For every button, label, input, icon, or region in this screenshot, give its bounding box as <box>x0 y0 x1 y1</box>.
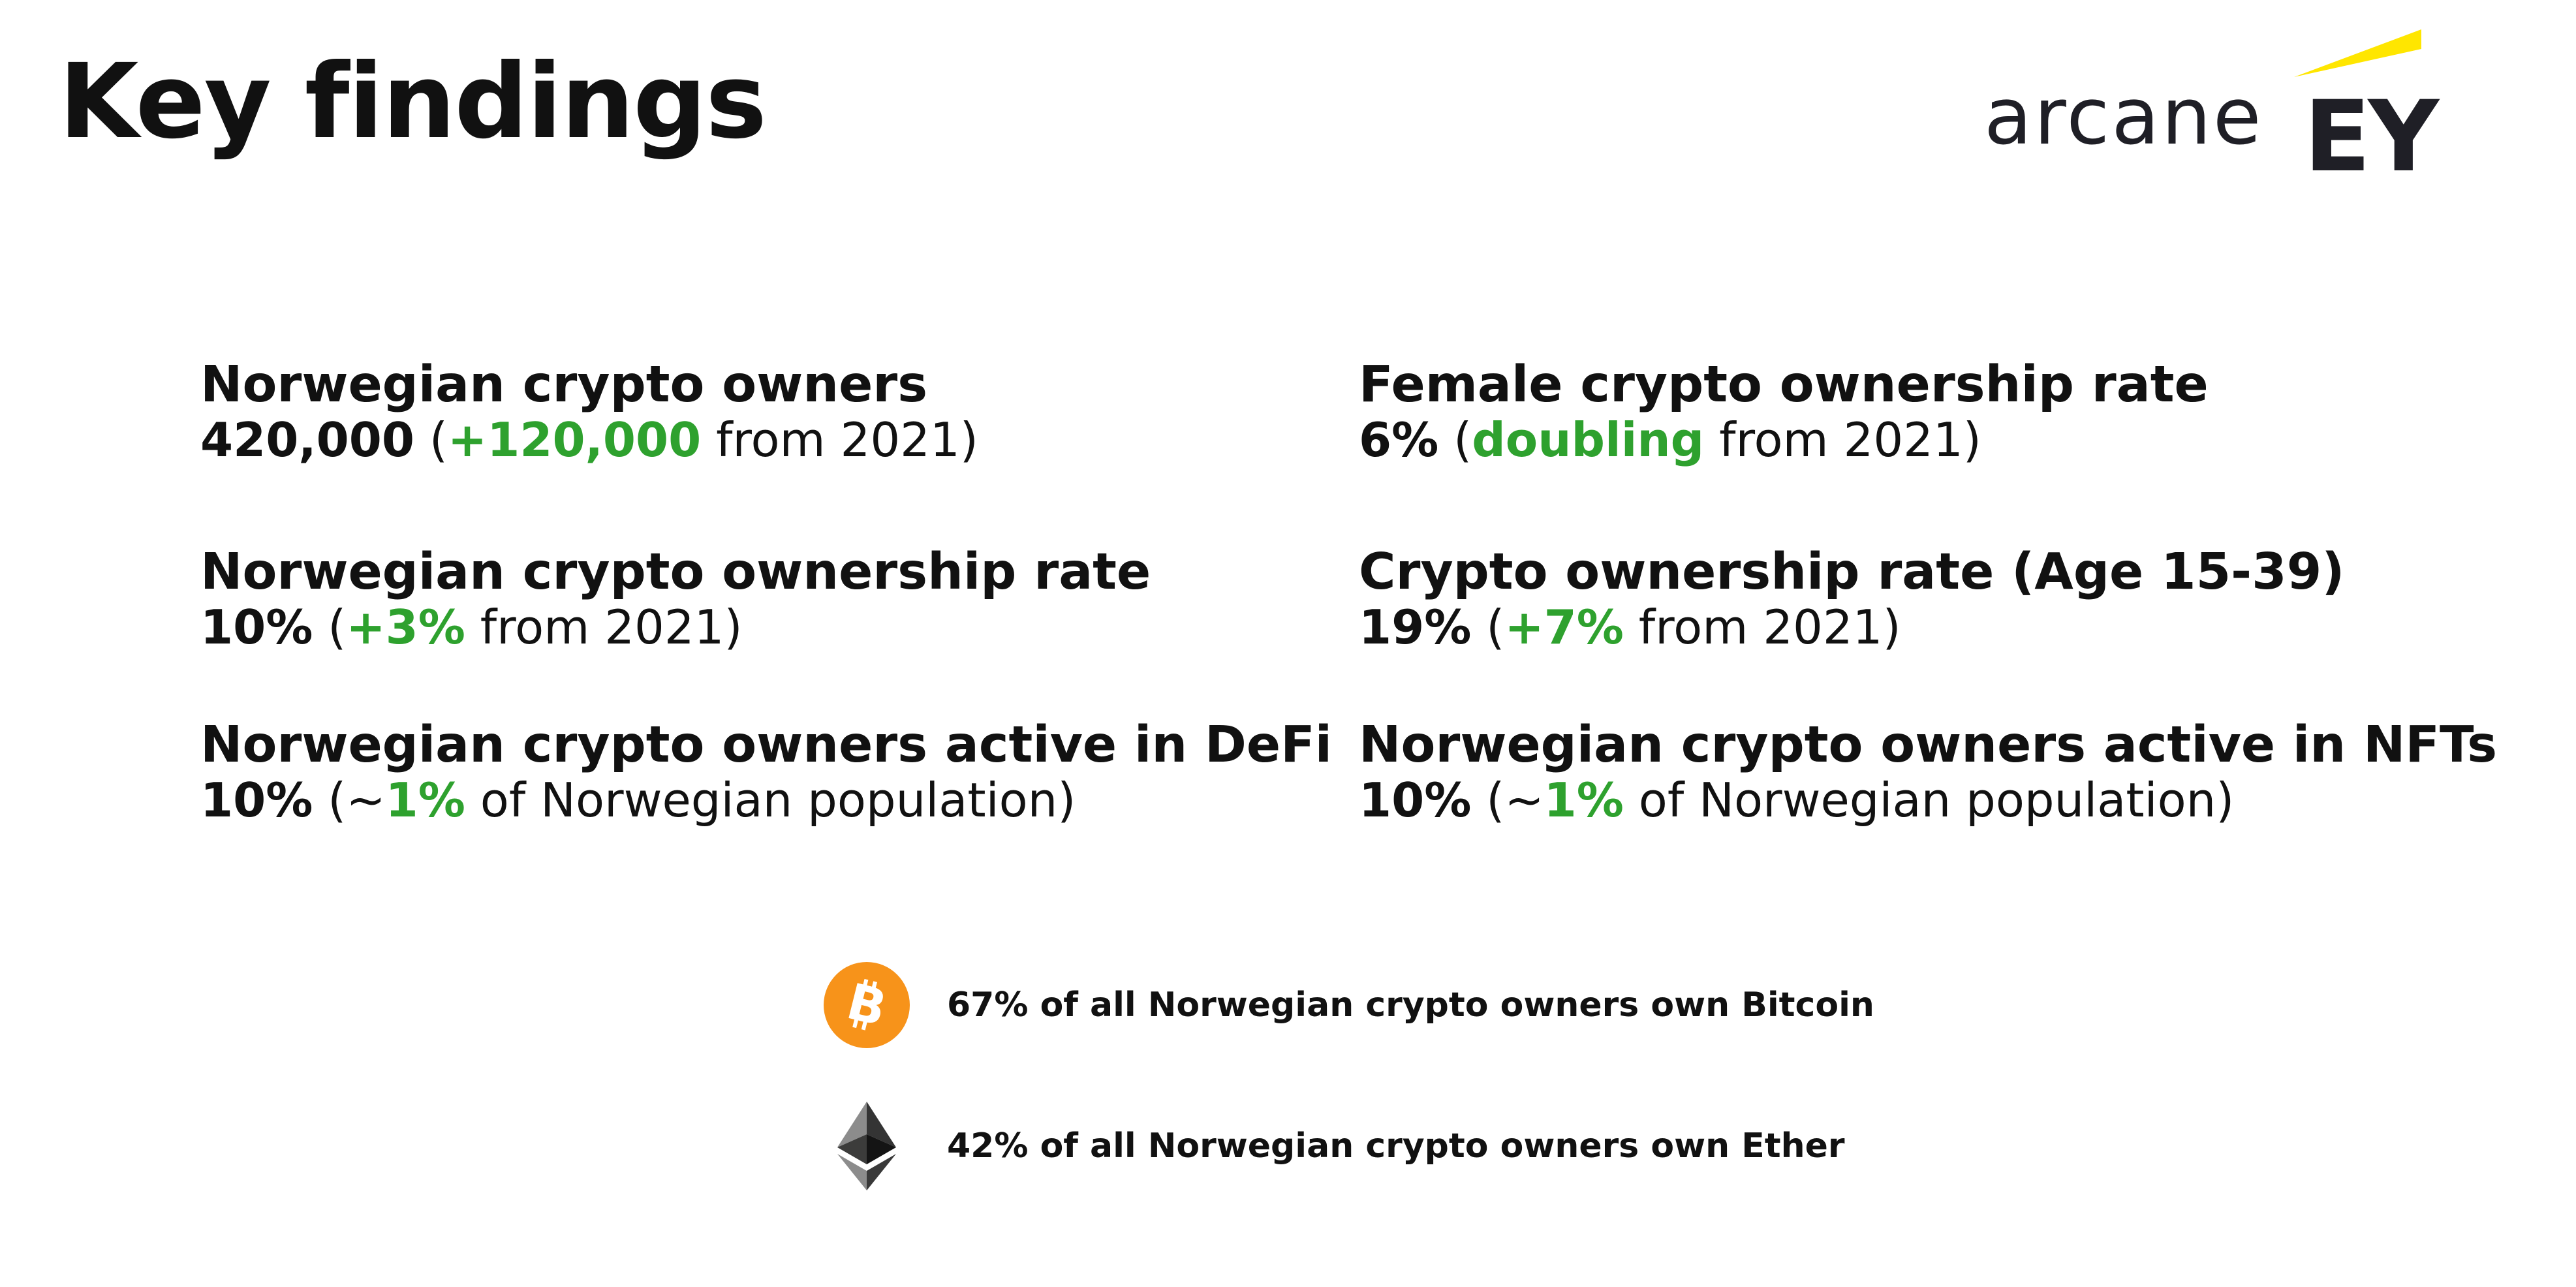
finding-crypto-owners: Norwegian crypto owners 420,000 (+120,00… <box>200 356 978 467</box>
finding-number: 10% <box>1359 772 1472 828</box>
finding-number: 10% <box>200 772 313 828</box>
finding-suffix: of Norwegian population) <box>1623 772 2235 828</box>
ey-logo: EY <box>2291 26 2454 186</box>
arcane-logo: arcane <box>1984 72 2263 163</box>
finding-open: (~ <box>313 772 386 828</box>
bitcoin-icon: B <box>822 961 911 1049</box>
finding-value: 10% (+3% from 2021) <box>200 600 1151 655</box>
finding-label: Norwegian crypto owners active in DeFi <box>200 716 1333 774</box>
finding-number: 10% <box>200 599 313 655</box>
finding-suffix: from 2021) <box>1623 599 1901 655</box>
finding-open: ( <box>414 412 448 467</box>
finding-label: Crypto ownership rate (Age 15-39) <box>1359 543 2345 601</box>
finding-open: (~ <box>1471 772 1544 828</box>
finding-number: 6% <box>1359 412 1439 467</box>
finding-highlight: +7% <box>1504 599 1624 655</box>
finding-ownership-rate: Norwegian crypto ownership rate 10% (+3%… <box>200 543 1151 655</box>
finding-female-rate: Female crypto ownership rate 6% (doublin… <box>1359 356 2209 467</box>
finding-highlight: +120,000 <box>447 412 702 467</box>
finding-value: 420,000 (+120,000 from 2021) <box>200 412 978 467</box>
ether-stat-text: 42% of all Norwegian crypto owners own E… <box>947 1126 1845 1166</box>
finding-number: 420,000 <box>200 412 414 467</box>
finding-number: 19% <box>1359 599 1472 655</box>
finding-open: ( <box>1438 412 1472 467</box>
finding-highlight: 1% <box>1544 772 1624 828</box>
finding-open: ( <box>313 599 347 655</box>
finding-open: ( <box>1471 599 1505 655</box>
finding-highlight: +3% <box>346 599 465 655</box>
finding-value: 10% (~1% of Norwegian population) <box>200 773 1332 828</box>
finding-suffix: of Norwegian population) <box>465 772 1076 828</box>
finding-suffix: from 2021) <box>701 412 978 467</box>
bitcoin-stat-text: 67% of all Norwegian crypto owners own B… <box>947 985 1874 1025</box>
finding-label: Norwegian crypto owners active in NFTs <box>1359 716 2498 774</box>
finding-value: 10% (~1% of Norwegian population) <box>1359 773 2497 828</box>
ey-accent-bar <box>2294 29 2421 77</box>
finding-nfts: Norwegian crypto owners active in NFTs 1… <box>1359 716 2498 828</box>
finding-value: 19% (+7% from 2021) <box>1359 600 2345 655</box>
finding-suffix: from 2021) <box>465 599 743 655</box>
finding-age-rate: Crypto ownership rate (Age 15-39) 19% (+… <box>1359 543 2345 655</box>
finding-value: 6% (doubling from 2021) <box>1359 412 2209 467</box>
ether-stat: 42% of all Norwegian crypto owners own E… <box>822 1102 1845 1190</box>
finding-suffix: from 2021) <box>1704 412 1981 467</box>
finding-highlight: doubling <box>1472 412 1705 467</box>
finding-highlight: 1% <box>385 772 465 828</box>
finding-label: Norwegian crypto owners <box>200 356 928 414</box>
finding-defi: Norwegian crypto owners active in DeFi 1… <box>200 716 1333 828</box>
ey-logo-text: EY <box>2304 80 2439 194</box>
finding-label: Female crypto ownership rate <box>1359 356 2209 414</box>
bitcoin-stat: B 67% of all Norwegian crypto owners own… <box>822 961 1874 1049</box>
finding-label: Norwegian crypto ownership rate <box>200 543 1151 601</box>
page-title: Key findings <box>59 42 767 162</box>
ethereum-icon <box>822 1102 911 1190</box>
